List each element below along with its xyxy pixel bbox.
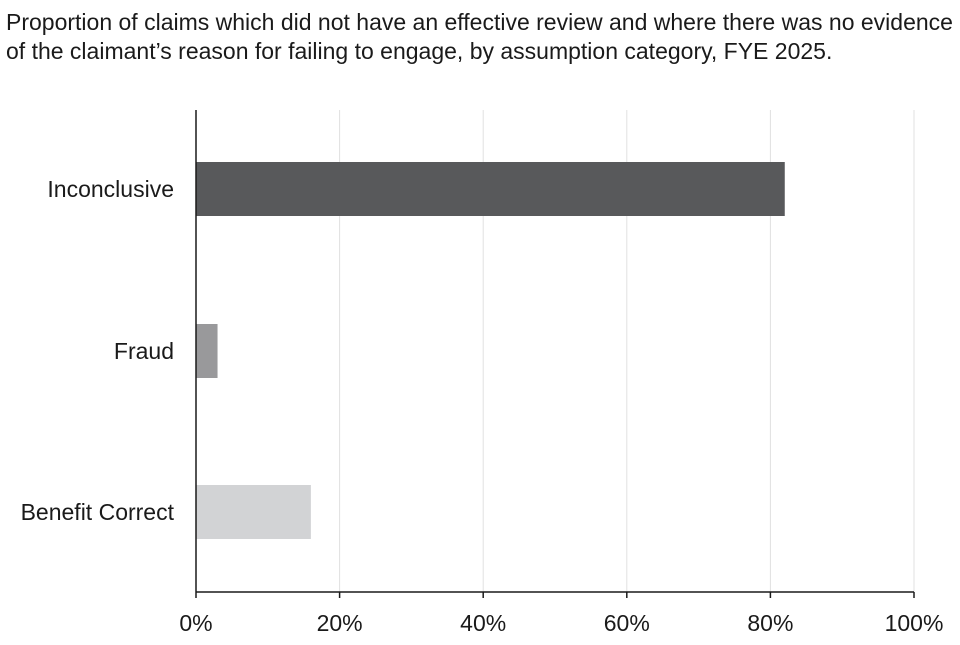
category-label: Benefit Correct [21,499,175,525]
bar-benefit-correct [196,485,311,539]
bar-fraud [196,324,218,378]
chart-title: Proportion of claims which did not have … [6,9,953,64]
category-label: Inconclusive [47,176,174,202]
x-tick-label: 60% [604,610,650,636]
labels: Inconclusive Fraud Benefit Correct 0% 20% 40%… [21,176,944,636]
category-label: Fraud [114,338,174,364]
x-tick-label: 40% [460,610,506,636]
bar-inconclusive [196,162,785,216]
bars [196,162,785,539]
x-tick-label: 80% [747,610,793,636]
x-tick-label: 0% [179,610,212,636]
x-tick-label: 20% [317,610,363,636]
x-tick-label: 100% [885,610,944,636]
axes [195,110,915,598]
